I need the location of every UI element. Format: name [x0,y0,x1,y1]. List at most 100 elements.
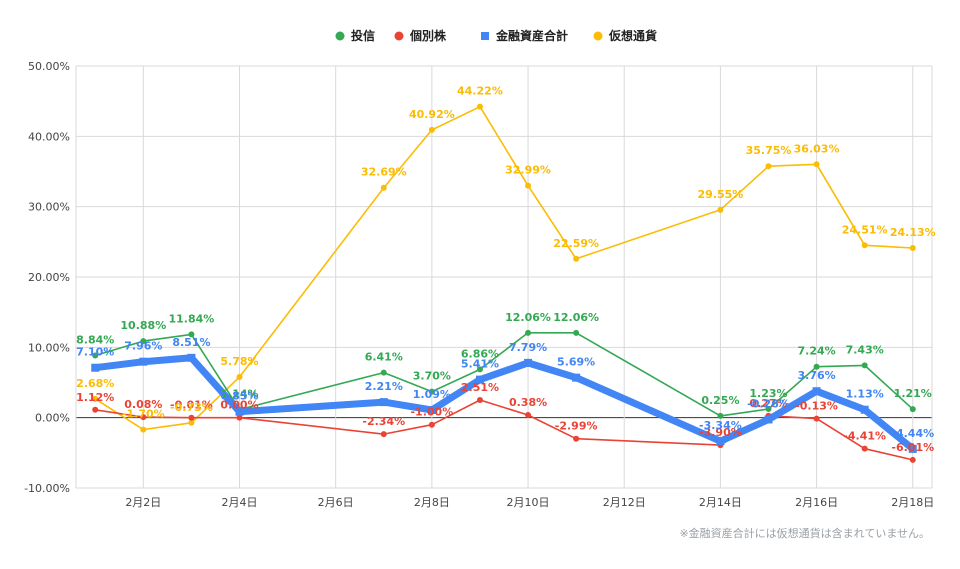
y-tick-label: 10.00% [28,341,70,354]
y-tick-label: 20.00% [28,271,70,284]
data-label-toushin: 7.43% [846,343,884,356]
data-point-toushin [525,329,532,336]
data-point-kinyushisan-goukei [91,363,100,372]
data-label-kasoutsuuka: 44.22% [457,85,503,98]
data-label-kinyushisan-goukei: -0.26% [747,397,790,410]
legend-item-kinyushisan-goukei[interactable]: 金融資産合計 [481,28,568,43]
data-point-toushin [717,412,724,419]
series-line-kobetsukabu [94,399,914,461]
data-point-kinyushisan-goukei [860,405,869,414]
data-label-kobetsukabu: -4.41% [843,430,886,443]
data-label-kinyushisan-goukei: -4.44% [891,427,934,440]
data-point-kobetsukabu [573,435,580,442]
data-label-kinyushisan-goukei: 7.10% [76,346,114,359]
data-label-kasoutsuuka: 5.78% [220,355,258,368]
data-label-toushin: 1.23% [749,387,787,400]
data-label-toushin: 1.14% [220,388,258,401]
data-label-kinyushisan-goukei: 5.69% [557,356,595,369]
data-label-kobetsukabu: 1.12% [76,391,114,404]
data-label-kobetsukabu: 0.08% [124,398,162,411]
data-label-kobetsukabu: -0.13% [795,400,838,413]
data-point-kobetsukabu [92,406,99,413]
data-label-kobetsukabu: -6.01% [891,441,934,454]
data-label-kasoutsuuka: 22.59% [553,237,599,250]
y-tick-label: 30.00% [28,201,70,214]
data-point-toushin [92,352,99,359]
gridlines [75,65,933,489]
data-label-toushin: 0.25% [701,394,739,407]
legend-item-kasoutsuuka[interactable]: 仮想通貨 [593,28,658,43]
legend-marker-circle [394,31,404,41]
data-label-kobetsukabu: 0.27% [749,397,787,410]
data-point-kasoutsuuka [861,242,868,249]
data-label-kobetsukabu: 2.51% [461,381,499,394]
legend-marker-square [481,32,489,40]
data-label-toushin: 1.21% [894,387,932,400]
legend-label: 金融資産合計 [495,28,568,43]
y-tick-label: 0.00% [35,412,70,425]
series-line-kasoutsuuka [94,105,914,431]
data-point-kasoutsuuka [140,426,147,433]
x-tick-label: 2月8日 [414,496,450,509]
data-label-kobetsukabu: -3.90% [699,426,742,439]
data-point-kinyushisan-goukei [524,358,533,367]
x-tick-label: 2月2日 [125,496,161,509]
data-point-kobetsukabu [525,411,532,418]
data-point-kobetsukabu [909,456,916,463]
x-axis: 2月2日 2月4日 2月6日 2月8日 2月10日 2月12日 2月14日 2月16日 2月18… [125,496,934,509]
data-label-kinyushisan-goukei: 8.51% [172,336,210,349]
series-line-toushin [94,331,914,417]
data-label-kasoutsuuka: 24.51% [842,223,888,236]
data-label-kobetsukabu: -0.01% [170,399,213,412]
data-point-toushin [765,406,772,413]
y-tick-label: 40.00% [28,130,70,143]
data-label-toushin: 3.70% [413,370,451,383]
data-label-kobetsukabu: -2.99% [555,420,598,433]
x-tick-label: 2月18日 [891,496,934,509]
legend-label: 個別株 [409,28,447,43]
data-point-toushin [573,329,580,336]
data-label-toushin: 11.84% [169,312,215,325]
x-tick-label: 2月14日 [699,496,742,509]
data-point-kasoutsuuka [909,244,916,251]
data-label-kinyushisan-goukei: 2.21% [365,380,403,393]
legend-label: 投信 [351,28,375,43]
data-point-kasoutsuuka [428,126,435,133]
data-label-kasoutsuuka: 29.55% [697,188,743,201]
data-point-toushin [813,363,820,370]
data-point-kobetsukabu [428,421,435,428]
data-label-kasoutsuuka: 32.69% [361,166,407,179]
data-label-kasoutsuuka: -1.70% [122,408,165,421]
data-point-kinyushisan-goukei [379,398,388,407]
legend[interactable]: 投信 個別株 金融資産合計 仮想通貨 [335,28,658,43]
data-point-kobetsukabu [476,397,483,404]
data-point-kasoutsuuka [380,184,387,191]
legend-item-toushin[interactable]: 投信 [335,28,376,43]
data-point-toushin [188,331,195,338]
data-label-toushin: 7.24% [797,345,835,358]
data-label-kinyushisan-goukei: 0.85% [220,390,258,403]
data-point-kinyushisan-goukei [235,407,244,416]
legend-marker-circle [593,31,603,41]
data-label-toushin: 12.06% [553,311,599,324]
data-label-kinyushisan-goukei: 7.79% [509,341,547,354]
data-label-kinyushisan-goukei: -3.34% [699,419,742,432]
data-point-kobetsukabu [813,415,820,422]
legend-label: 仮想通貨 [608,28,657,43]
legend-item-kobetsukabu[interactable]: 個別株 [394,28,448,43]
data-point-kinyushisan-goukei [139,357,148,366]
data-point-toushin [861,362,868,369]
y-axis: -10.00% 0.00% 10.00% 20.00% 30.00% 40.00% 50.0… [24,60,70,495]
data-label-kinyushisan-goukei: 5.41% [461,358,499,371]
data-labels: 8.84% 10.88%11.84% 1.14% 6.41% 3.70% 6.86% 12.… [76,85,936,454]
data-point-kinyushisan-goukei [187,353,196,362]
data-label-kasoutsuuka: 24.13% [890,226,936,239]
data-label-kobetsukabu: -1.00% [410,406,453,419]
data-point-kinyushisan-goukei [716,437,725,446]
data-point-kasoutsuuka [765,163,772,170]
data-point-toushin [380,369,387,376]
x-tick-label: 2月10日 [507,496,550,509]
data-point-kasoutsuuka [92,395,99,402]
